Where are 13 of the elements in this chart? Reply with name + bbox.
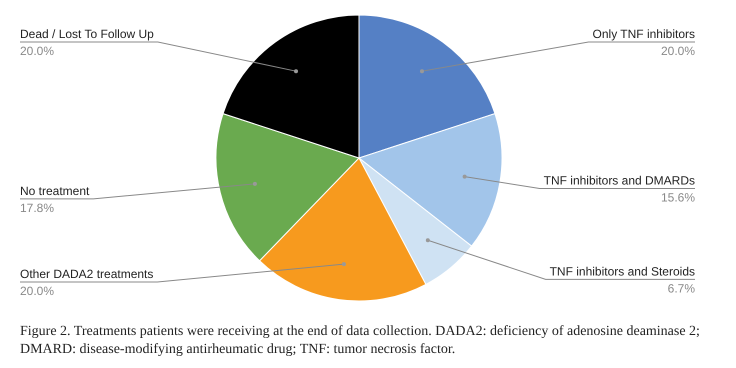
data-label: 20.0% — [20, 44, 54, 58]
data-label: 15.6% — [660, 190, 696, 205]
slice-label: No treatment — [20, 184, 90, 198]
data-label: 20.0% — [660, 44, 696, 58]
slice-label: Only TNF inhibitors — [592, 27, 695, 41]
data-label: 6.7% — [668, 281, 696, 296]
caption: Figure 2. Treatments patients were receiving at the end of data collection. DADA2: deficiency of adenosine deaminase 2; DMARD: disease-modifying antirheumatic drug; TNF: tumor necrosis factor. — [20, 324, 700, 357]
data-label: 17.8% — [20, 200, 54, 215]
slice-label: Other DADA2 treatments — [20, 267, 154, 281]
slice-label: TNF inhibitors and DMARDs — [544, 174, 695, 188]
slice-label: TNF inhibitors and Steroids — [550, 264, 695, 278]
slice-label: Dead / Lost To Follow Up — [20, 27, 154, 41]
data-label: 20.0% — [20, 284, 54, 298]
